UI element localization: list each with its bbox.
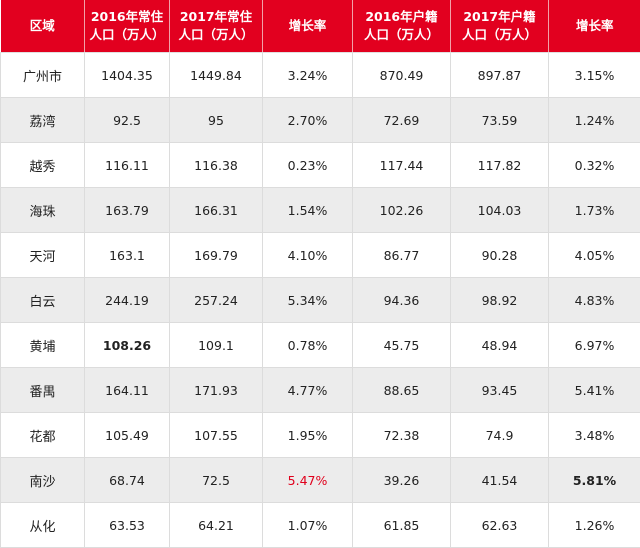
- cell-region: 越秀: [1, 143, 85, 188]
- cell-resident-2017: 1449.84: [170, 53, 263, 98]
- cell-resident-2017: 72.5: [170, 458, 263, 503]
- cell-registered-2017: 93.45: [451, 368, 549, 413]
- cell-registered-growth: 1.24%: [549, 98, 640, 143]
- table-row: 天河 163.1 169.79 4.10% 86.77 90.28 4.05%: [1, 233, 640, 278]
- cell-region: 天河: [1, 233, 85, 278]
- cell-resident-2017: 169.79: [170, 233, 263, 278]
- cell-registered-2016: 72.69: [353, 98, 451, 143]
- cell-resident-2016: 163.1: [85, 233, 170, 278]
- cell-registered-growth: 6.97%: [549, 323, 640, 368]
- header-resident-growth: 增长率: [263, 0, 353, 53]
- header-registered-growth: 增长率: [549, 0, 640, 53]
- cell-region: 白云: [1, 278, 85, 323]
- cell-resident-2017: 109.1: [170, 323, 263, 368]
- cell-region: 花都: [1, 413, 85, 458]
- table-body: 广州市 1404.35 1449.84 3.24% 870.49 897.87 …: [1, 53, 640, 548]
- cell-resident-2016: 116.11: [85, 143, 170, 188]
- cell-resident-growth: 1.54%: [263, 188, 353, 233]
- cell-resident-2016: 108.26: [85, 323, 170, 368]
- cell-resident-2017: 166.31: [170, 188, 263, 233]
- header-registered-pop-2017: 2017年户籍 人口（万人）: [451, 0, 549, 53]
- cell-region: 荔湾: [1, 98, 85, 143]
- cell-registered-2016: 94.36: [353, 278, 451, 323]
- cell-resident-growth: 2.70%: [263, 98, 353, 143]
- cell-resident-2017: 95: [170, 98, 263, 143]
- cell-registered-2017: 73.59: [451, 98, 549, 143]
- cell-resident-growth: 0.23%: [263, 143, 353, 188]
- cell-registered-2016: 117.44: [353, 143, 451, 188]
- cell-region: 广州市: [1, 53, 85, 98]
- cell-resident-2017: 116.38: [170, 143, 263, 188]
- cell-resident-2016: 163.79: [85, 188, 170, 233]
- cell-registered-growth: 5.41%: [549, 368, 640, 413]
- cell-registered-2016: 88.65: [353, 368, 451, 413]
- header-resident-pop-2016-line1: 2016年常住: [87, 8, 167, 26]
- cell-registered-2016: 45.75: [353, 323, 451, 368]
- cell-registered-2016: 870.49: [353, 53, 451, 98]
- header-row: 区域 2016年常住 人口（万人） 2017年常住 人口（万人） 增长率 201…: [1, 0, 640, 53]
- cell-resident-2016: 1404.35: [85, 53, 170, 98]
- header-registered-pop-2017-line1: 2017年户籍: [453, 8, 546, 26]
- table-row: 广州市 1404.35 1449.84 3.24% 870.49 897.87 …: [1, 53, 640, 98]
- header-resident-pop-2016: 2016年常住 人口（万人）: [85, 0, 170, 53]
- table-row: 荔湾 92.5 95 2.70% 72.69 73.59 1.24%: [1, 98, 640, 143]
- table-header: 区域 2016年常住 人口（万人） 2017年常住 人口（万人） 增长率 201…: [1, 0, 640, 53]
- table-row: 花都 105.49 107.55 1.95% 72.38 74.9 3.48%: [1, 413, 640, 458]
- table-row: 白云 244.19 257.24 5.34% 94.36 98.92 4.83%: [1, 278, 640, 323]
- cell-registered-2017: 98.92: [451, 278, 549, 323]
- cell-resident-growth-highlight: 5.47%: [263, 458, 353, 503]
- header-region: 区域: [1, 0, 85, 53]
- cell-resident-growth: 4.10%: [263, 233, 353, 278]
- cell-registered-growth: 3.15%: [549, 53, 640, 98]
- header-resident-pop-2016-line2: 人口（万人）: [87, 26, 167, 44]
- cell-registered-2016: 86.77: [353, 233, 451, 278]
- cell-region: 黄埔: [1, 323, 85, 368]
- header-resident-pop-2017: 2017年常住 人口（万人）: [170, 0, 263, 53]
- table-row: 黄埔 108.26 109.1 0.78% 45.75 48.94 6.97%: [1, 323, 640, 368]
- cell-resident-2017: 171.93: [170, 368, 263, 413]
- cell-resident-2017: 107.55: [170, 413, 263, 458]
- header-resident-pop-2017-line1: 2017年常住: [172, 8, 260, 26]
- cell-registered-2017: 897.87: [451, 53, 549, 98]
- cell-resident-growth: 1.95%: [263, 413, 353, 458]
- cell-registered-growth: 0.32%: [549, 143, 640, 188]
- table-row: 海珠 163.79 166.31 1.54% 102.26 104.03 1.7…: [1, 188, 640, 233]
- header-registered-pop-2016-line2: 人口（万人）: [355, 26, 448, 44]
- cell-registered-2016: 102.26: [353, 188, 451, 233]
- cell-resident-2016: 164.11: [85, 368, 170, 413]
- cell-registered-growth: 4.05%: [549, 233, 640, 278]
- cell-resident-2016: 105.49: [85, 413, 170, 458]
- cell-registered-2016: 39.26: [353, 458, 451, 503]
- cell-registered-2017: 74.9: [451, 413, 549, 458]
- cell-registered-2017: 41.54: [451, 458, 549, 503]
- cell-registered-2017: 104.03: [451, 188, 549, 233]
- cell-registered-growth-highlight: 5.81%: [549, 458, 640, 503]
- cell-resident-growth: 0.78%: [263, 323, 353, 368]
- cell-resident-growth: 4.77%: [263, 368, 353, 413]
- cell-region: 南沙: [1, 458, 85, 503]
- header-registered-pop-2016-line1: 2016年户籍: [355, 8, 448, 26]
- cell-registered-2017: 117.82: [451, 143, 549, 188]
- cell-resident-2017: 257.24: [170, 278, 263, 323]
- cell-registered-2016: 72.38: [353, 413, 451, 458]
- cell-resident-growth: 5.34%: [263, 278, 353, 323]
- header-resident-pop-2017-line2: 人口（万人）: [172, 26, 260, 44]
- cell-registered-2017: 48.94: [451, 323, 549, 368]
- header-registered-pop-2017-line2: 人口（万人）: [453, 26, 546, 44]
- cell-registered-growth: 1.73%: [549, 188, 640, 233]
- table-row: 南沙 68.74 72.5 5.47% 39.26 41.54 5.81%: [1, 458, 640, 503]
- cell-registered-growth: 4.83%: [549, 278, 640, 323]
- table-row: 越秀 116.11 116.38 0.23% 117.44 117.82 0.3…: [1, 143, 640, 188]
- header-registered-pop-2016: 2016年户籍 人口（万人）: [353, 0, 451, 53]
- cell-resident-2016: 68.74: [85, 458, 170, 503]
- cell-resident-growth: 3.24%: [263, 53, 353, 98]
- cell-registered-2017: 90.28: [451, 233, 549, 278]
- cell-region: 番禺: [1, 368, 85, 413]
- cell-resident-2016: 92.5: [85, 98, 170, 143]
- cell-region: 海珠: [1, 188, 85, 233]
- table-row: 番禺 164.11 171.93 4.77% 88.65 93.45 5.41%: [1, 368, 640, 413]
- cell-resident-2016: 244.19: [85, 278, 170, 323]
- cell-registered-growth: 3.48%: [549, 413, 640, 458]
